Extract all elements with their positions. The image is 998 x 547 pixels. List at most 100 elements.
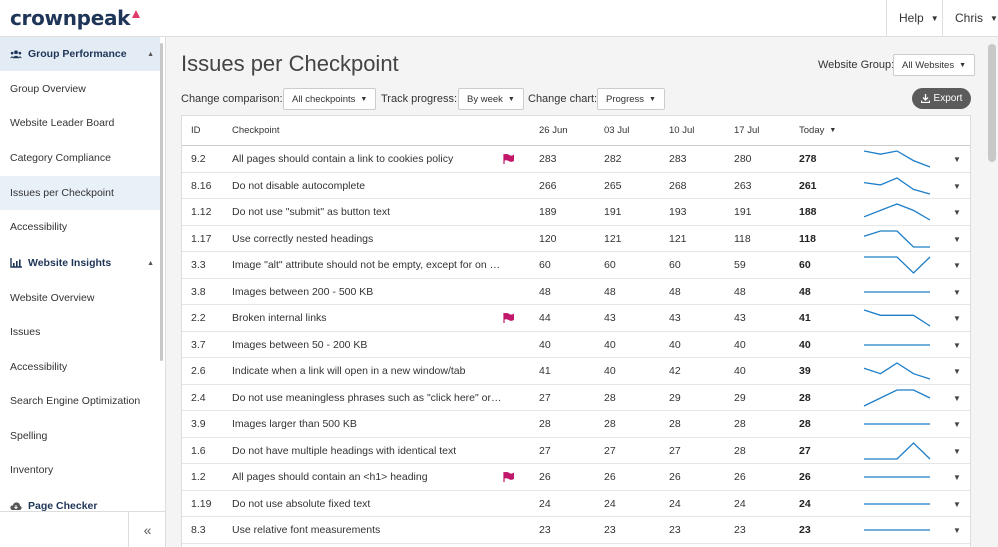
expand-row-icon[interactable]: ▼	[953, 420, 961, 429]
flag-icon[interactable]	[503, 313, 514, 323]
flag-icon[interactable]	[503, 472, 514, 482]
sidebar-item-issues-per-checkpoint[interactable]: Issues per Checkpoint	[0, 176, 160, 210]
table-row[interactable]: 8.3 Use relative font measurements 23 23 23 2…	[182, 517, 970, 544]
sparkline-line	[863, 229, 930, 248]
expand-row-icon[interactable]: ▼	[953, 208, 961, 217]
today-value: 28	[799, 418, 811, 430]
table-row[interactable]: 3.3 Image "alt" attribute should not be e…	[182, 252, 970, 279]
checkpoint-id: 2.2	[191, 312, 206, 324]
crownpeak-logo[interactable]: crownpeak	[10, 6, 141, 30]
change-chart-dropdown[interactable]: Progress ▼	[597, 88, 665, 110]
logo-text: crownpeak	[10, 6, 131, 30]
sidebar-item-group-overview[interactable]: Group Overview	[0, 72, 160, 106]
expand-row-icon[interactable]: ▼	[953, 314, 961, 323]
checkpoint-name: Images between 200 - 500 KB	[232, 285, 374, 298]
today-value: 39	[799, 365, 811, 377]
sidebar-item-website-accessibility[interactable]: Accessibility	[0, 350, 160, 384]
expand-row-icon[interactable]: ▼	[953, 155, 961, 164]
today-value: 26	[799, 471, 811, 483]
column-header-17-jul[interactable]: 17 Jul	[734, 125, 760, 136]
expand-row-icon[interactable]: ▼	[953, 446, 961, 456]
column-header-10-jul[interactable]: 10 Jul	[669, 125, 695, 136]
week-value: 59	[734, 259, 746, 271]
expand-row-icon[interactable]: ▼	[953, 473, 961, 482]
week-value: 24	[669, 497, 681, 510]
sidebar-item-spelling[interactable]: Spelling	[0, 419, 160, 453]
week-value: 193	[669, 206, 687, 218]
table-row[interactable]: 3.7 Images between 50 - 200 KB 40 40 40 40 40 ▼	[182, 332, 970, 358]
table-row[interactable]: 8.16 Do not disable autocomplete 266 265 268…	[182, 173, 970, 199]
flag-icon[interactable]	[503, 154, 514, 164]
checkpoint-id: 1.2	[191, 471, 206, 483]
user-menu-button[interactable]: Chris ▼	[942, 0, 998, 36]
table-row[interactable]: 9.2 All pages should contain a link to co…	[182, 146, 970, 173]
column-header-id[interactable]: ID	[191, 125, 201, 136]
export-label: Export	[933, 93, 963, 104]
cloud-icon	[10, 502, 22, 510]
website-group-dropdown[interactable]: All Websites ▼	[893, 54, 976, 76]
table-row[interactable]: 1.12 Do not use "submit" as button text 18…	[182, 199, 970, 226]
change-comparison-dropdown[interactable]: All checkpoints ▼	[283, 88, 377, 110]
checkpoint-id: 3.3	[191, 259, 206, 271]
column-header-today[interactable]: Today ▼	[799, 116, 836, 145]
checkpoints-table: ID Checkpoint 26 Jun 03 Jul 10 Jul 17 Ju…	[181, 115, 971, 547]
today-value: 118	[799, 232, 816, 245]
user-label: Chris	[955, 11, 984, 25]
collapse-sidebar-button[interactable]: «	[128, 511, 165, 547]
sidebar-item-website-leader-board[interactable]: Website Leader Board	[0, 106, 160, 140]
expand-row-icon[interactable]: ▼	[953, 367, 961, 376]
week-value: 27	[669, 444, 681, 457]
sidebar-scrollbar[interactable]	[160, 43, 163, 361]
column-header-checkpoint[interactable]: Checkpoint	[232, 125, 280, 136]
section-label: Group Performance	[28, 48, 127, 60]
help-menu-button[interactable]: Help ▼	[886, 0, 942, 36]
expand-row-icon[interactable]: ▼	[953, 287, 961, 297]
sidebar-section-page-checker[interactable]: Page Checker	[0, 489, 160, 523]
sidebar-item-seo[interactable]: Search Engine Optimization	[0, 384, 160, 418]
trend-sparkline	[863, 176, 931, 195]
sidebar-item-category-compliance[interactable]: Category Compliance	[0, 141, 160, 175]
table-row[interactable]: 2.6 Indicate when a link will open in a n…	[182, 358, 970, 385]
trend-sparkline	[863, 309, 931, 327]
export-button[interactable]: Export	[912, 88, 971, 109]
trend-sparkline	[864, 441, 931, 460]
column-header-03-jul[interactable]: 03 Jul	[604, 125, 630, 136]
checkpoint-id: 3.9	[191, 418, 206, 430]
chevron-down-icon: ▼	[507, 95, 515, 103]
track-progress-dropdown[interactable]: By week ▼	[458, 88, 524, 110]
trend-sparkline	[864, 290, 930, 293]
expand-row-icon[interactable]: ▼	[953, 261, 961, 270]
table-row[interactable]: 3.8 Images between 200 - 500 KB 48 48 48 48 48…	[182, 279, 970, 305]
table-row[interactable]: 1.19 Do not use absolute fixed text 24 24 24…	[182, 491, 970, 517]
double-chevron-left-icon: «	[143, 521, 152, 538]
table-row[interactable]: 3.9 Images larger than 500 KB 28 28 28 28 28 ▼	[182, 411, 970, 438]
sidebar-item-inventory[interactable]: Inventory	[0, 453, 160, 487]
table-row[interactable]: 2.2 Broken internal links 44 43 43 43 41 ▼	[182, 305, 970, 332]
expand-row-icon[interactable]: ▼	[953, 340, 961, 350]
expand-row-icon[interactable]: ▼	[953, 499, 961, 509]
column-header-label: Today	[799, 125, 825, 136]
table-row[interactable]: 1.6 Do not have multiple headings with id…	[182, 438, 970, 464]
week-value: 26	[539, 471, 551, 483]
column-header-26-jun[interactable]: 26 Jun	[539, 125, 568, 136]
expand-row-icon[interactable]: ▼	[953, 181, 961, 191]
sidebar-item-website-overview[interactable]: Website Overview	[0, 281, 160, 315]
table-row[interactable]: 1.2 All pages should contain an <h1> head…	[182, 464, 970, 491]
week-value: 43	[604, 312, 616, 324]
table-row[interactable]: 2.4 Do not use meaningless phrases such a…	[182, 385, 970, 411]
chart-icon	[10, 258, 22, 268]
sidebar-section-group-performance[interactable]: Group Performance ▲	[0, 37, 160, 71]
trend-sparkline	[864, 423, 930, 425]
expand-row-icon[interactable]: ▼	[953, 526, 961, 535]
sidebar-item-group-accessibility[interactable]: Accessibility	[0, 210, 160, 244]
week-value: 283	[669, 153, 687, 165]
expand-row-icon[interactable]: ▼	[953, 234, 961, 244]
expand-row-icon[interactable]: ▼	[953, 393, 961, 403]
checkpoint-id: 2.6	[191, 365, 206, 377]
table-row[interactable]: 1.17 Use correctly nested headings 120 121 1…	[182, 226, 970, 252]
sidebar-item-issues[interactable]: Issues	[0, 315, 160, 349]
sidebar-section-website-insights[interactable]: Website Insights ▲	[0, 246, 160, 280]
week-value: 28	[604, 418, 616, 430]
today-value: 48	[799, 285, 811, 298]
page-scrollbar[interactable]	[988, 44, 996, 162]
